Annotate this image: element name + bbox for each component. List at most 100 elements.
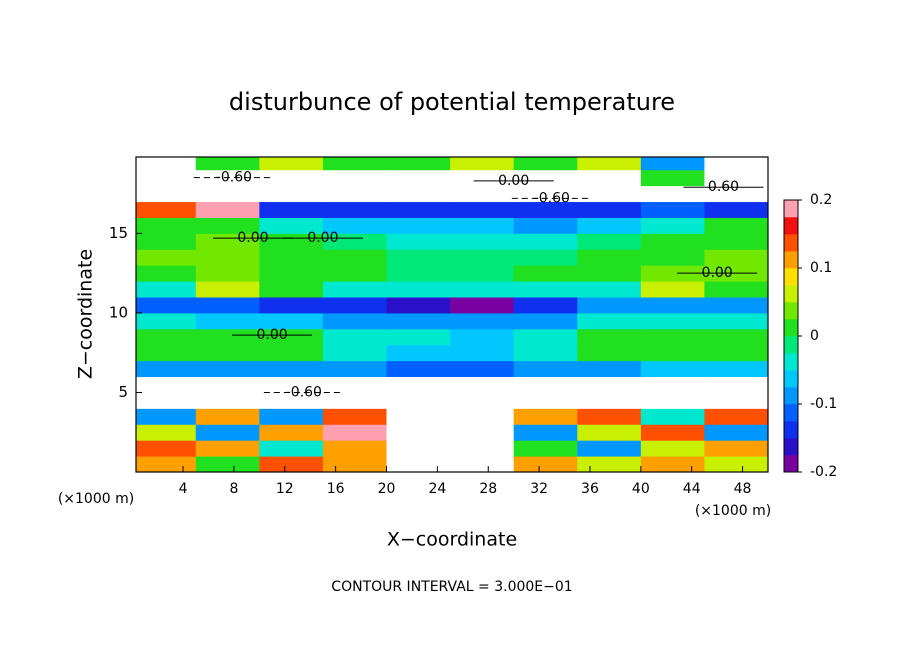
cell [513, 217, 578, 234]
cell [386, 424, 451, 441]
cell [195, 456, 260, 472]
cell [450, 169, 515, 187]
cell [577, 392, 642, 409]
cell [386, 265, 451, 282]
cell [577, 169, 642, 187]
cell [577, 360, 642, 378]
cell [322, 392, 388, 409]
cell [450, 392, 515, 409]
cell [704, 456, 768, 472]
contour-label: 0.00 [498, 173, 529, 189]
cell [704, 185, 768, 203]
cell [513, 360, 578, 378]
colorbar-tick-label: -0.1 [810, 396, 837, 412]
cell [386, 281, 451, 298]
cell [259, 281, 324, 298]
cell [450, 233, 515, 250]
cell [322, 440, 388, 457]
cell [577, 424, 642, 441]
cell [704, 217, 768, 234]
cell [386, 456, 451, 472]
cell [704, 249, 768, 266]
colorbar-swatch [784, 251, 798, 269]
cell [259, 233, 324, 250]
contour-label: -0.60 [286, 384, 322, 400]
x-tick-label: 16 [327, 481, 345, 497]
cell [450, 265, 515, 282]
cell [513, 233, 578, 250]
cell [136, 169, 197, 187]
cell [136, 185, 197, 203]
y-tick-label: 5 [118, 383, 128, 401]
cell [640, 392, 705, 409]
cell [386, 440, 451, 457]
cell [577, 157, 642, 171]
cell [577, 217, 642, 234]
cell [136, 424, 197, 441]
x-tick-label: 40 [632, 481, 650, 497]
cell [322, 424, 388, 441]
cell [136, 312, 197, 330]
cell [386, 360, 451, 378]
field: -0.60 -0.60 -0.60 0.00 0.00 0.00 0.00 0.00 0.60 [136, 157, 768, 472]
colorbar-swatch [784, 387, 798, 405]
cell [386, 344, 451, 362]
x-tick-label: 20 [378, 481, 396, 497]
y-tick-label: 15 [109, 224, 128, 242]
x-tick-label: 12 [276, 481, 294, 497]
colorbar-swatch [784, 302, 798, 320]
cell [513, 424, 578, 441]
cell [195, 157, 260, 171]
cell [136, 440, 197, 457]
x-tick-label: 4 [179, 481, 188, 497]
cell [136, 217, 197, 234]
cell [640, 440, 705, 457]
cell [704, 312, 768, 330]
cell [640, 281, 705, 298]
contour-label: 0.00 [702, 265, 733, 281]
cell [195, 217, 260, 234]
cell [136, 392, 197, 409]
cell [136, 408, 197, 425]
cell [704, 281, 768, 298]
cell [450, 360, 515, 378]
cell [195, 185, 260, 203]
cell [577, 265, 642, 282]
y-axis-label: Z−coordinate [75, 249, 97, 379]
cell [577, 328, 642, 346]
colorbar-swatch [784, 319, 798, 337]
cell [386, 297, 451, 314]
cell [322, 265, 388, 282]
cell [386, 201, 451, 218]
cell [513, 328, 578, 346]
cell [259, 344, 324, 362]
colorbar-tick-label: 0.2 [810, 192, 832, 208]
cell [513, 157, 578, 171]
cell [640, 157, 705, 171]
colorbar-swatch [784, 268, 798, 286]
cell [577, 312, 642, 330]
chart-title: disturbunce of potential temperature [229, 88, 675, 116]
cell [577, 233, 642, 250]
cell [136, 360, 197, 378]
cell [450, 201, 515, 218]
cell [259, 376, 324, 393]
x-tick-label: 32 [530, 481, 548, 497]
cell [259, 360, 324, 378]
cell [577, 456, 642, 472]
cell [136, 456, 197, 472]
cell [513, 169, 578, 187]
contour-label: -0.60 [216, 170, 252, 186]
cell [704, 376, 768, 393]
cell [136, 297, 197, 314]
cell [322, 456, 388, 472]
cell [259, 440, 324, 457]
cell [195, 249, 260, 266]
cell [386, 376, 451, 393]
cell [195, 265, 260, 282]
cell [136, 281, 197, 298]
cell [386, 169, 451, 187]
cell [386, 185, 451, 203]
x-unit-label: (×1000 m) [695, 503, 771, 519]
cell [450, 328, 515, 346]
